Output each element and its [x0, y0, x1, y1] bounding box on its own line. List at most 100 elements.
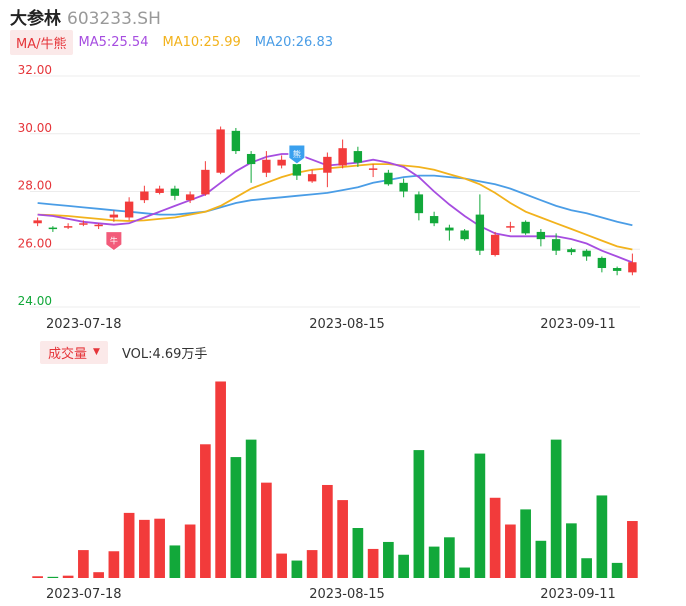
candle — [612, 266, 622, 276]
ma10-label: MA10:25.99 — [162, 34, 241, 50]
volume-bars — [32, 381, 638, 578]
candle-body — [140, 191, 149, 201]
bear-signal-icon-label: 熊 — [293, 149, 301, 159]
chevron-down-icon: ▼ — [93, 347, 100, 357]
candle — [231, 127, 241, 154]
x-tick-label: 2023-09-11 — [540, 587, 616, 602]
candle-body — [155, 188, 164, 193]
candle-body — [201, 169, 210, 195]
candle-body — [323, 156, 332, 173]
volume-bar — [154, 518, 165, 578]
y-tick-label: 26.00 — [18, 236, 52, 250]
bull-signal-icon-shape — [105, 231, 123, 252]
volume-bar — [261, 482, 272, 578]
candlesticks — [33, 126, 637, 276]
candle — [262, 151, 271, 178]
candle — [338, 139, 347, 169]
volume-bar — [123, 512, 135, 578]
y-tick-label: 30.00 — [18, 121, 52, 135]
candle-body — [94, 224, 103, 227]
candle — [582, 249, 591, 261]
volume-bar — [627, 521, 638, 578]
candle — [140, 185, 149, 204]
candle-body — [246, 153, 256, 165]
candle-body — [338, 148, 347, 166]
candle — [170, 185, 180, 201]
candle-body — [551, 239, 561, 251]
candle — [79, 220, 88, 227]
stock-code: 603233.SH — [67, 9, 161, 29]
volume-bar — [444, 537, 455, 578]
volume-toggle-label: 成交量 — [48, 346, 88, 362]
candle-body — [475, 214, 485, 251]
candle-body — [414, 194, 424, 214]
volume-bar — [200, 444, 211, 578]
volume-bar — [566, 523, 577, 578]
candle — [246, 151, 256, 183]
x-axis-labels: 2023-07-18 2023-08-15 2023-09-11 2023-07-18… — [46, 317, 616, 602]
price-grid — [30, 75, 640, 308]
candle — [521, 220, 530, 235]
candle — [460, 229, 469, 241]
candle-body — [536, 231, 546, 240]
stock-name: 大参林 — [10, 9, 61, 29]
candle — [384, 169, 393, 186]
candle-body — [231, 130, 241, 152]
bull-signal-icon: 牛 — [105, 231, 123, 252]
x-tick-label: 2023-07-18 — [46, 587, 122, 602]
candle — [307, 169, 317, 183]
candle-body — [628, 262, 637, 273]
volume-bar — [550, 439, 562, 578]
signal-markers: 牛熊 — [105, 144, 306, 252]
candle-body — [582, 250, 591, 257]
candle-body — [185, 194, 195, 201]
candle — [185, 191, 195, 204]
x-tick-label: 2023-07-18 — [46, 317, 122, 332]
stock-header: 大参林 603233.SH — [10, 4, 161, 29]
volume-bar — [139, 519, 150, 578]
candle — [597, 256, 607, 273]
ma5-label: MA5:25.54 — [78, 34, 149, 50]
candle — [94, 223, 103, 230]
ma-lines — [37, 153, 633, 264]
volume-bar — [169, 545, 181, 578]
bull-signal-icon-label: 牛 — [110, 236, 118, 246]
volume-bar — [337, 500, 348, 578]
volume-bar — [78, 550, 89, 578]
candle-body — [460, 230, 469, 240]
volume-bar — [306, 550, 318, 578]
volume-bar — [383, 541, 394, 578]
candle-body — [307, 174, 317, 182]
x-tick-label: 2023-09-11 — [540, 317, 616, 332]
ma-toggle-button[interactable]: MA/牛熊 — [10, 29, 73, 55]
candle-body — [109, 214, 119, 218]
x-tick-label: 2023-08-15 — [309, 587, 385, 602]
candle — [292, 162, 302, 180]
candle-body — [79, 223, 88, 225]
volume-bar — [367, 548, 379, 578]
volume-legend: 成交量 ▼ VOL:4.69万手 — [40, 340, 208, 364]
candle — [368, 164, 378, 178]
volume-bar — [276, 553, 287, 578]
candle-body — [277, 159, 286, 166]
volume-bar — [459, 567, 470, 578]
volume-bar — [428, 546, 440, 578]
candle — [506, 221, 515, 232]
candle — [201, 161, 210, 196]
candle — [414, 191, 424, 221]
candle-body — [262, 159, 271, 173]
y-tick-label: 24.00 — [18, 294, 52, 308]
volume-bar — [322, 484, 333, 578]
candle — [277, 155, 286, 169]
volume-bar — [62, 575, 74, 578]
volume-bar — [47, 576, 59, 578]
candle-body — [384, 172, 393, 185]
volume-toggle-button[interactable]: 成交量 ▼ — [40, 340, 108, 364]
candle-body — [292, 164, 302, 176]
candle-body — [33, 220, 42, 224]
ma-legend: MA/牛熊 MA5:25.54 MA10:25.99 MA20:26.83 — [10, 29, 347, 55]
y-tick-label: 28.00 — [18, 179, 52, 193]
candle — [323, 152, 332, 188]
volume-bar — [352, 528, 364, 578]
volume-value-label: VOL:4.69万手 — [121, 346, 208, 362]
